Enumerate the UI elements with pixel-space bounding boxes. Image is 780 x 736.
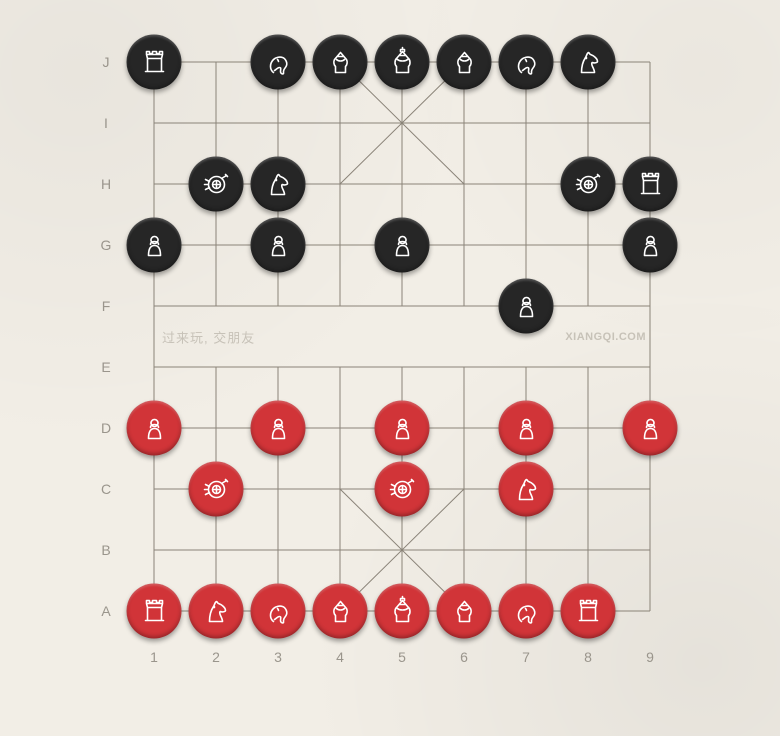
horse-icon	[571, 45, 605, 79]
red-elephant-piece[interactable]	[499, 584, 554, 639]
rook-icon	[633, 167, 667, 201]
row-label: B	[101, 542, 110, 558]
red-pawn-piece[interactable]	[375, 401, 430, 456]
black-pawn-piece[interactable]	[499, 279, 554, 334]
advisor-icon	[323, 45, 357, 79]
row-label: D	[101, 420, 111, 436]
black-pawn-piece[interactable]	[623, 218, 678, 273]
col-label: 7	[522, 649, 530, 665]
cannon-icon	[385, 472, 419, 506]
elephant-icon	[509, 594, 543, 628]
rook-icon	[571, 594, 605, 628]
watermark: XIANGQI.COM	[565, 331, 646, 343]
pawn-icon	[385, 228, 419, 262]
cannon-icon	[571, 167, 605, 201]
row-label: C	[101, 481, 111, 497]
row-label: G	[101, 237, 112, 253]
horse-icon	[199, 594, 233, 628]
row-label: E	[101, 359, 110, 375]
black-pawn-piece[interactable]	[251, 218, 306, 273]
red-pawn-piece[interactable]	[251, 401, 306, 456]
black-rook-piece[interactable]	[127, 35, 182, 90]
black-elephant-piece[interactable]	[251, 35, 306, 90]
cannon-icon	[199, 167, 233, 201]
black-advisor-piece[interactable]	[437, 35, 492, 90]
row-label: H	[101, 176, 111, 192]
row-label: F	[102, 298, 111, 314]
row-label: A	[101, 603, 110, 619]
red-pawn-piece[interactable]	[623, 401, 678, 456]
elephant-icon	[509, 45, 543, 79]
pawn-icon	[633, 228, 667, 262]
advisor-icon	[323, 594, 357, 628]
river-text-left: 过来玩, 交朋友	[162, 327, 255, 346]
red-pawn-piece[interactable]	[127, 401, 182, 456]
red-horse-piece[interactable]	[189, 584, 244, 639]
col-label: 8	[584, 649, 592, 665]
advisor-icon	[447, 45, 481, 79]
red-rook-piece[interactable]	[561, 584, 616, 639]
col-label: 6	[460, 649, 468, 665]
pawn-icon	[137, 411, 171, 445]
pawn-icon	[385, 411, 419, 445]
pawn-icon	[633, 411, 667, 445]
pawn-icon	[261, 411, 295, 445]
pawn-icon	[137, 228, 171, 262]
elephant-icon	[261, 45, 295, 79]
black-advisor-piece[interactable]	[313, 35, 368, 90]
red-cannon-piece[interactable]	[375, 462, 430, 517]
horse-icon	[509, 472, 543, 506]
black-rook-piece[interactable]	[623, 157, 678, 212]
red-rook-piece[interactable]	[127, 584, 182, 639]
red-advisor-piece[interactable]	[437, 584, 492, 639]
red-pawn-piece[interactable]	[499, 401, 554, 456]
col-label: 2	[212, 649, 220, 665]
black-horse-piece[interactable]	[251, 157, 306, 212]
horse-icon	[261, 167, 295, 201]
pawn-icon	[261, 228, 295, 262]
col-label: 9	[646, 649, 654, 665]
black-cannon-piece[interactable]	[189, 157, 244, 212]
black-elephant-piece[interactable]	[499, 35, 554, 90]
elephant-icon	[261, 594, 295, 628]
red-advisor-piece[interactable]	[313, 584, 368, 639]
col-label: 3	[274, 649, 282, 665]
col-label: 5	[398, 649, 406, 665]
black-pawn-piece[interactable]	[127, 218, 182, 273]
black-pawn-piece[interactable]	[375, 218, 430, 273]
black-king-piece[interactable]	[375, 35, 430, 90]
col-label: 4	[336, 649, 344, 665]
black-cannon-piece[interactable]	[561, 157, 616, 212]
rook-icon	[137, 594, 171, 628]
red-elephant-piece[interactable]	[251, 584, 306, 639]
king-icon	[385, 45, 419, 79]
red-king-piece[interactable]	[375, 584, 430, 639]
row-label: J	[103, 54, 110, 70]
red-horse-piece[interactable]	[499, 462, 554, 517]
col-label: 1	[150, 649, 158, 665]
advisor-icon	[447, 594, 481, 628]
cannon-icon	[199, 472, 233, 506]
row-label: I	[104, 115, 108, 131]
king-icon	[385, 594, 419, 628]
black-horse-piece[interactable]	[561, 35, 616, 90]
pawn-icon	[509, 289, 543, 323]
pawn-icon	[509, 411, 543, 445]
red-cannon-piece[interactable]	[189, 462, 244, 517]
rook-icon	[137, 45, 171, 79]
